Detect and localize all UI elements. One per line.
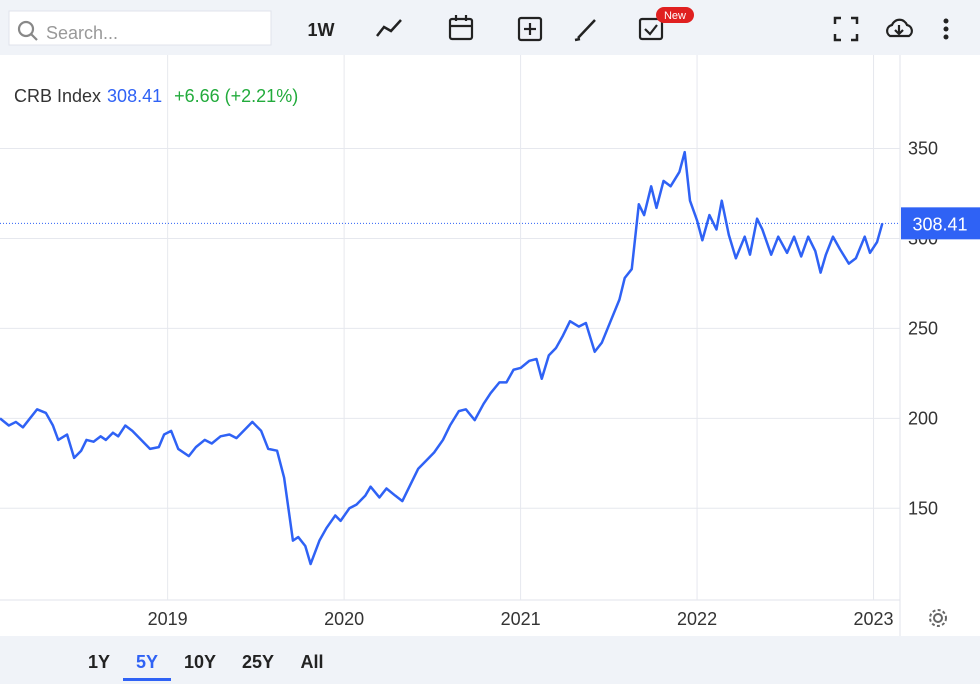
range-bar bbox=[0, 636, 980, 684]
x-tick-label: 2023 bbox=[854, 609, 894, 629]
search-box[interactable] bbox=[8, 10, 272, 46]
range-button[interactable]: 10Y bbox=[184, 652, 216, 672]
last-price-tag-text: 308.41 bbox=[912, 214, 967, 234]
range-button[interactable]: 25Y bbox=[242, 652, 274, 672]
search-placeholder: Search... bbox=[46, 23, 118, 43]
y-tick-label: 150 bbox=[908, 498, 938, 518]
y-tick-label: 250 bbox=[908, 318, 938, 338]
calendar-icon[interactable] bbox=[448, 15, 474, 41]
x-tick-label: 2021 bbox=[501, 609, 541, 629]
fullscreen-icon[interactable] bbox=[833, 16, 859, 42]
price-line bbox=[0, 150, 884, 566]
chart-type-icon[interactable] bbox=[376, 19, 402, 37]
new-badge-text: New bbox=[664, 10, 686, 22]
menu-icon[interactable] bbox=[943, 18, 949, 40]
series-name: CRB Index bbox=[14, 86, 101, 106]
last-price-tag bbox=[901, 207, 980, 240]
draw-icon[interactable] bbox=[574, 19, 596, 42]
events-icon[interactable] bbox=[638, 17, 664, 41]
range-button[interactable]: 5Y bbox=[136, 652, 158, 672]
search-icon bbox=[17, 20, 38, 41]
range-button[interactable]: All bbox=[300, 652, 323, 672]
add-indicator-icon[interactable] bbox=[517, 16, 543, 42]
last-price: 308.41 bbox=[107, 86, 162, 106]
x-tick-label: 2022 bbox=[677, 609, 717, 629]
y-tick-label: 350 bbox=[908, 139, 938, 159]
change-percent: (+2.21%) bbox=[225, 86, 299, 106]
range-button[interactable]: 1Y bbox=[88, 652, 110, 672]
active-range-underline bbox=[123, 678, 171, 681]
change: +6.66 bbox=[174, 86, 220, 106]
y-tick-label: 200 bbox=[908, 408, 938, 428]
legend: CRB Index 308.41 +6.66 (+2.21%) bbox=[14, 86, 298, 106]
new-badge bbox=[656, 7, 694, 23]
interval-button[interactable]: 1W bbox=[308, 20, 335, 40]
x-tick-label: 2019 bbox=[148, 609, 188, 629]
x-tick-label: 2020 bbox=[324, 609, 364, 629]
settings-icon[interactable] bbox=[929, 609, 947, 627]
download-icon[interactable] bbox=[886, 18, 913, 38]
